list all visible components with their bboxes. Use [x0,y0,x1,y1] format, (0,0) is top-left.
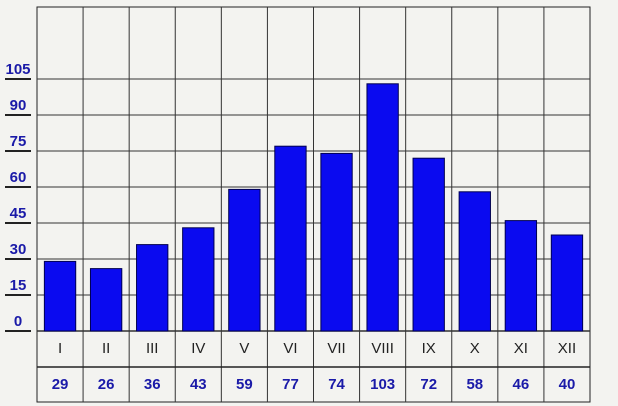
x-tick-label: XI [514,340,528,357]
y-tick-label: 90 [10,97,27,114]
value-label: 77 [282,376,299,393]
x-tick-label: X [470,340,480,357]
value-label: 36 [144,376,161,393]
bar [43,260,77,332]
x-tick-label: VIII [371,340,394,357]
bar [89,268,123,332]
value-label: 43 [190,376,207,393]
bar [228,188,261,332]
value-label: 29 [52,376,69,393]
y-tick-label: 75 [10,133,27,150]
y-tick-label: 30 [10,241,27,258]
bar [274,145,307,332]
value-label: 58 [466,376,483,393]
value-label: 46 [513,376,530,393]
bar [412,157,445,332]
value-label: 26 [98,376,115,393]
value-label: 72 [420,376,437,393]
bar [320,152,353,332]
x-tick-label: IX [422,340,436,357]
value-label: 40 [559,376,576,393]
y-tick-label: 105 [5,61,30,78]
bar [136,244,169,332]
value-label: 103 [370,376,395,393]
y-tick-label: 60 [10,169,27,186]
x-tick-label: VII [327,340,345,357]
value-label: 74 [328,376,345,393]
bar [458,191,491,332]
x-tick-label: III [146,340,159,357]
x-tick-label: XII [558,340,576,357]
value-label: 59 [236,376,253,393]
x-tick-label: VI [283,340,297,357]
y-tick-label: 0 [14,313,22,330]
y-tick-label: 15 [10,277,27,294]
x-tick-label: V [239,340,249,357]
x-tick-label: IV [191,340,205,357]
bar [366,83,399,332]
bar [182,227,215,332]
x-tick-label: I [58,340,62,357]
bar [504,220,538,332]
x-tick-label: II [102,340,110,357]
y-tick-label: 45 [10,205,27,222]
bar [550,234,584,332]
